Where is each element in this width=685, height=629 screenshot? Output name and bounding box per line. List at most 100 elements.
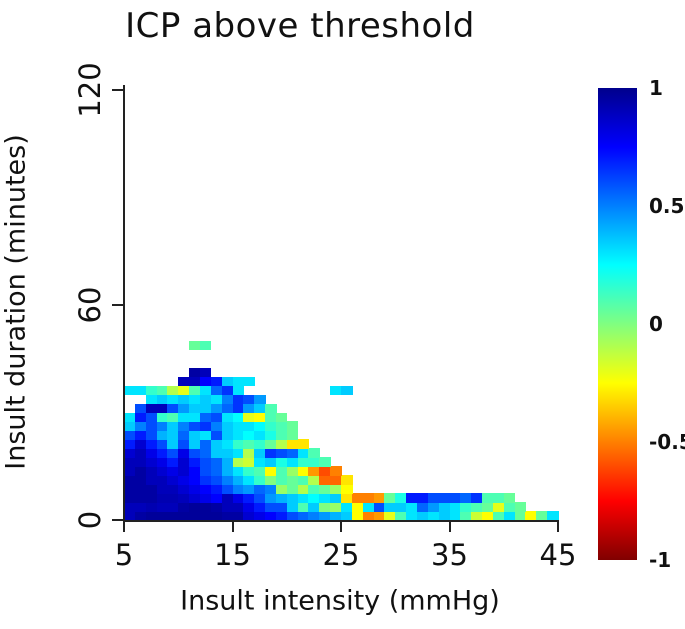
heatmap-cell [221,457,234,467]
heatmap-cell [286,484,299,494]
heatmap-cell [330,475,342,485]
heatmap-cell [167,475,179,485]
heatmap-cell [156,403,169,414]
heatmap-cell [460,502,472,512]
colorbar [598,88,637,560]
heatmap-cell [221,448,234,458]
heatmap-cell [308,475,320,485]
heatmap-cell [243,421,255,432]
heatmap-cell [341,502,353,512]
heatmap-cell [199,457,212,467]
heatmap-cell [178,484,190,494]
heatmap-cell [156,430,169,441]
heatmap-cell [254,394,266,405]
heatmap-cell [373,511,386,521]
heatmap-cell [286,430,299,441]
heatmap-cell [199,466,212,476]
heatmap-cell [319,484,331,494]
heatmap-cell [189,493,201,503]
heatmap-cell [275,484,288,494]
heatmap-cell [124,421,136,432]
heatmap-cell [503,511,516,521]
heatmap-cell [232,403,245,414]
heatmap-cell [134,511,147,521]
heatmap-cell [482,502,494,512]
heatmap-cell [254,502,266,512]
heatmap-cell [145,430,158,441]
heatmap-cell [254,403,266,414]
heatmap-cell [308,511,320,521]
heatmap-cell [254,511,266,521]
heatmap-cell [221,403,234,414]
heatmap-cell [167,403,179,414]
heatmap-cell [178,376,190,387]
heatmap-cell [265,430,277,441]
heatmap-cell [427,493,440,503]
heatmap-cell [286,466,299,476]
heatmap-cell [221,421,234,432]
heatmap-cell [156,466,169,476]
heatmap-cell [178,502,190,512]
heatmap-cell [189,412,201,423]
heatmap-cell [221,493,234,503]
heatmap-cell [232,376,245,387]
heatmap-cell [199,394,212,405]
heatmap-cell [210,439,223,450]
heatmap-cell [265,448,277,458]
heatmap-cell [167,448,179,458]
heatmap-cell [124,430,136,441]
heatmap-cell [145,475,158,485]
heatmap-cell [449,502,462,512]
heatmap-cell [156,412,169,423]
heatmap-cell [232,430,245,441]
heatmap-cell [265,439,277,450]
heatmap-cell [178,394,190,405]
heatmap-cell [134,385,147,396]
heatmap-cell [297,457,310,467]
heatmap-cell [373,502,386,512]
heatmap-cell [275,439,288,450]
heatmap-cell [221,376,234,387]
heatmap-cell [178,457,190,467]
heatmap-cell [189,430,201,441]
heatmap-cell [189,394,201,405]
heatmap-cell [134,412,147,423]
heatmap-cell [156,502,169,512]
y-tick-label: 0 [73,510,107,530]
heatmap-cell [189,439,201,450]
heatmap-cell [406,502,418,512]
heatmap-cell [351,502,364,512]
heatmap-cell [265,484,277,494]
heatmap-cell [178,439,190,450]
heatmap-cell [460,493,472,503]
heatmap-cell [189,403,201,414]
heatmap-cell [232,394,245,405]
heatmap-cell [265,421,277,432]
heatmap-cell [124,448,136,458]
x-tick-mark [123,522,125,532]
heatmap-cell [199,439,212,450]
heatmap-cell [243,466,255,476]
y-tick-mark [112,519,123,521]
heatmap-cell [124,475,136,485]
heatmap-cell [373,493,386,503]
colorbar-gradient [598,88,637,560]
heatmap-cell [156,385,169,396]
heatmap-cell [449,511,462,521]
heatmap-cell [319,457,331,467]
x-tick-label: 25 [322,538,360,572]
heatmap-cell [265,511,277,521]
heatmap-cell [297,466,310,476]
heatmap-cell [243,457,255,467]
heatmap-cell [254,430,266,441]
heatmap-cell [210,403,223,414]
heatmap-cell [178,421,190,432]
heatmap-cell [199,421,212,432]
heatmap-cell [145,412,158,423]
heatmap-cell [221,430,234,441]
heatmap-cell [124,511,136,521]
heatmap-cell [124,502,136,512]
heatmap-cell [286,511,299,521]
x-axis-label: Insult intensity (mmHg) [180,585,500,617]
heatmap-cell [319,502,331,512]
